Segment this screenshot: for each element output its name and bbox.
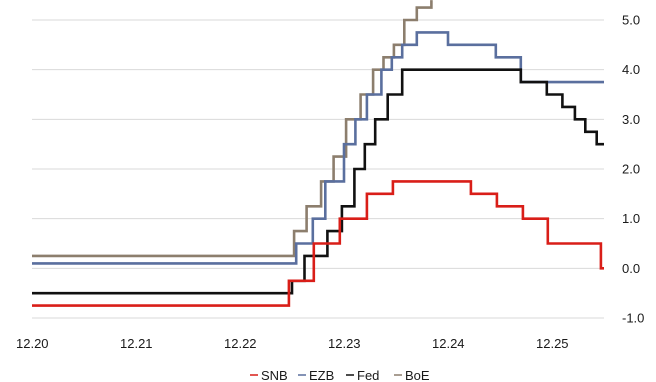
y-tick-label: 3.0 xyxy=(622,112,640,127)
grid-lines xyxy=(32,19,604,319)
series-lines xyxy=(32,0,604,307)
x-tick-label: 12.24 xyxy=(432,336,465,351)
series-line-boe xyxy=(32,0,433,258)
legend-label-boe: BoE xyxy=(405,368,430,382)
x-tick-label: 12.23 xyxy=(328,336,361,351)
series-line-snb xyxy=(32,180,604,307)
y-tick-label: 5.0 xyxy=(622,13,640,28)
x-tick-label: 12.20 xyxy=(16,336,49,351)
x-tick-label: 12.22 xyxy=(224,336,257,351)
series-line-fed xyxy=(32,68,604,295)
legend: SNB EZB Fed BoE xyxy=(250,368,430,382)
y-tick-label: 2.0 xyxy=(622,162,640,177)
y-tick-label: -1.0 xyxy=(622,311,644,326)
x-axis-ticks: 12.20 12.21 12.22 12.23 12.24 12.25 xyxy=(16,336,569,351)
legend-label-ezb: EZB xyxy=(309,368,334,382)
legend-label-snb: SNB xyxy=(261,368,288,382)
y-tick-label: 0.0 xyxy=(622,261,640,276)
y-axis-ticks: -1.0 0.0 1.0 2.0 3.0 4.0 5.0 xyxy=(622,13,644,326)
series-line-ezb xyxy=(32,31,604,265)
x-tick-label: 12.25 xyxy=(536,336,569,351)
y-tick-label: 4.0 xyxy=(622,62,640,77)
y-tick-label: 1.0 xyxy=(622,211,640,226)
legend-label-fed: Fed xyxy=(357,368,379,382)
x-tick-label: 12.21 xyxy=(120,336,153,351)
